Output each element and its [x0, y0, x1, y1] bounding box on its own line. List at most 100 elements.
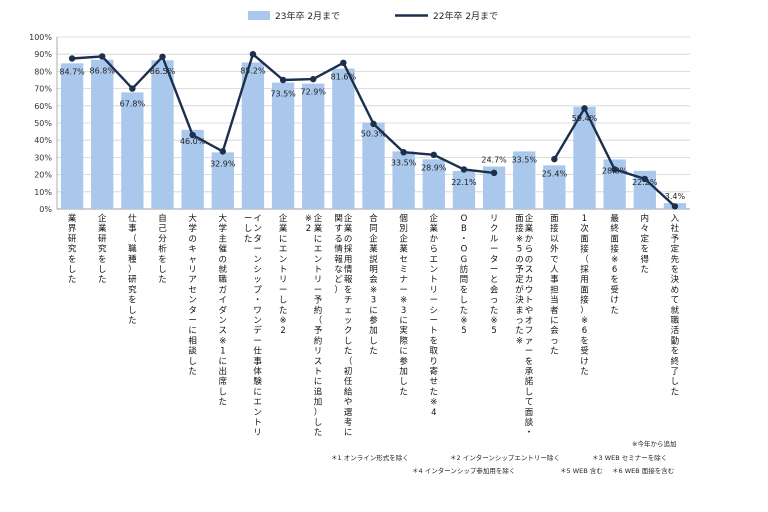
category-char: を	[525, 357, 534, 367]
category-char: ら	[525, 245, 534, 255]
bar	[211, 152, 234, 209]
category-char: 約	[314, 305, 323, 316]
category-char: 面	[580, 234, 589, 244]
category-char: 受	[610, 284, 619, 295]
category-char: け	[580, 357, 589, 367]
category-char: 予	[671, 234, 680, 244]
category-char: カ	[525, 275, 534, 285]
category-char: ）	[580, 305, 589, 316]
category-char: の	[525, 255, 534, 265]
category-char: ク	[344, 326, 353, 336]
category-char: 考	[344, 418, 353, 428]
category-char: フ	[525, 326, 534, 336]
category-char: 業	[314, 223, 323, 234]
category-char: 者	[550, 306, 559, 316]
category-char: た	[158, 275, 167, 285]
bar	[482, 166, 506, 209]
category-char: ト	[525, 296, 534, 306]
category-char: ガ	[219, 284, 228, 295]
category-char: ー	[314, 285, 323, 295]
category-char: プ	[253, 285, 262, 295]
line-point	[219, 148, 226, 155]
category-char: ※	[219, 336, 226, 346]
category-char: て	[671, 296, 680, 306]
category-char: ）	[314, 407, 323, 418]
category-char: 1	[220, 347, 225, 357]
category-char: 2	[280, 326, 285, 336]
category-char: ャ	[188, 255, 197, 265]
category-char: た	[641, 265, 650, 275]
category-char: ※	[611, 255, 618, 265]
bar	[181, 129, 204, 209]
category-char: 活	[671, 325, 680, 336]
category-char: に	[314, 377, 323, 387]
line-point	[671, 203, 679, 210]
category-char: ン	[253, 316, 262, 326]
category-char: 用	[580, 275, 589, 285]
data-label: 28.9%	[421, 163, 447, 172]
data-label: 73.5%	[270, 90, 296, 99]
category-char: 1	[582, 214, 587, 224]
category-char: 6	[612, 265, 617, 275]
line-point	[129, 85, 136, 92]
category-char: 面	[550, 214, 559, 224]
category-char: ッ	[253, 275, 262, 285]
category-char: 参	[369, 315, 378, 326]
footnote-4: ＊4 インターンシップ参加用を除く	[412, 466, 515, 475]
category-char: 合	[369, 213, 378, 224]
category-char: し	[98, 265, 107, 275]
category-char: 会	[369, 274, 378, 285]
legend-line-label: 22年卒 2月まで	[433, 10, 498, 22]
line-point	[581, 105, 588, 112]
category-char: 談	[525, 417, 534, 428]
category-char: 企	[369, 233, 378, 244]
category-char: 受	[580, 346, 589, 357]
category-char: に	[399, 347, 408, 357]
category-char: に	[188, 326, 197, 336]
category-char: ・	[460, 234, 469, 244]
footnote-3: ＊3 WEB セミナーを除く	[592, 453, 667, 462]
category-char: ァ	[525, 336, 534, 346]
category-char: 企	[314, 213, 323, 224]
category-char: 面	[610, 234, 619, 244]
category-char: 業	[430, 223, 439, 234]
category-char: 5	[461, 326, 466, 336]
category-char: 報	[344, 275, 353, 285]
category-char: O	[461, 214, 468, 224]
footnotes: ※今年から追加 ＊1 オンライン形式を除く ＊2 インターンシップエントリー除く…	[331, 439, 676, 475]
category-char: ン	[279, 255, 288, 265]
category-char: て	[525, 398, 534, 408]
data-label: 33.5%	[512, 155, 538, 164]
category-char: っ	[515, 316, 524, 326]
category-char: ダ	[219, 305, 228, 316]
data-label: 25.4%	[542, 169, 568, 178]
category-char: 採	[580, 264, 589, 275]
category-char: ー	[399, 285, 408, 295]
category-char: キ	[188, 245, 197, 255]
category-char: し	[314, 418, 323, 428]
category-char: 企	[344, 213, 353, 224]
category-char: 訪	[460, 264, 469, 275]
category-char: を	[430, 336, 439, 346]
category-char: た	[580, 367, 589, 377]
category-char: 接	[580, 295, 589, 306]
category-char: 入	[671, 214, 680, 224]
category-char: タ	[490, 255, 499, 265]
data-label: 84.7%	[59, 67, 85, 76]
category-char: ※	[370, 285, 377, 295]
category-char: シ	[253, 265, 262, 275]
category-char: た	[219, 398, 228, 408]
category-char: 研	[68, 234, 77, 244]
category-char: か	[430, 234, 439, 244]
y-tick-label: 10%	[34, 188, 52, 197]
category-char: 初	[344, 366, 353, 377]
bar	[362, 122, 385, 209]
category-char: 追	[314, 386, 323, 397]
